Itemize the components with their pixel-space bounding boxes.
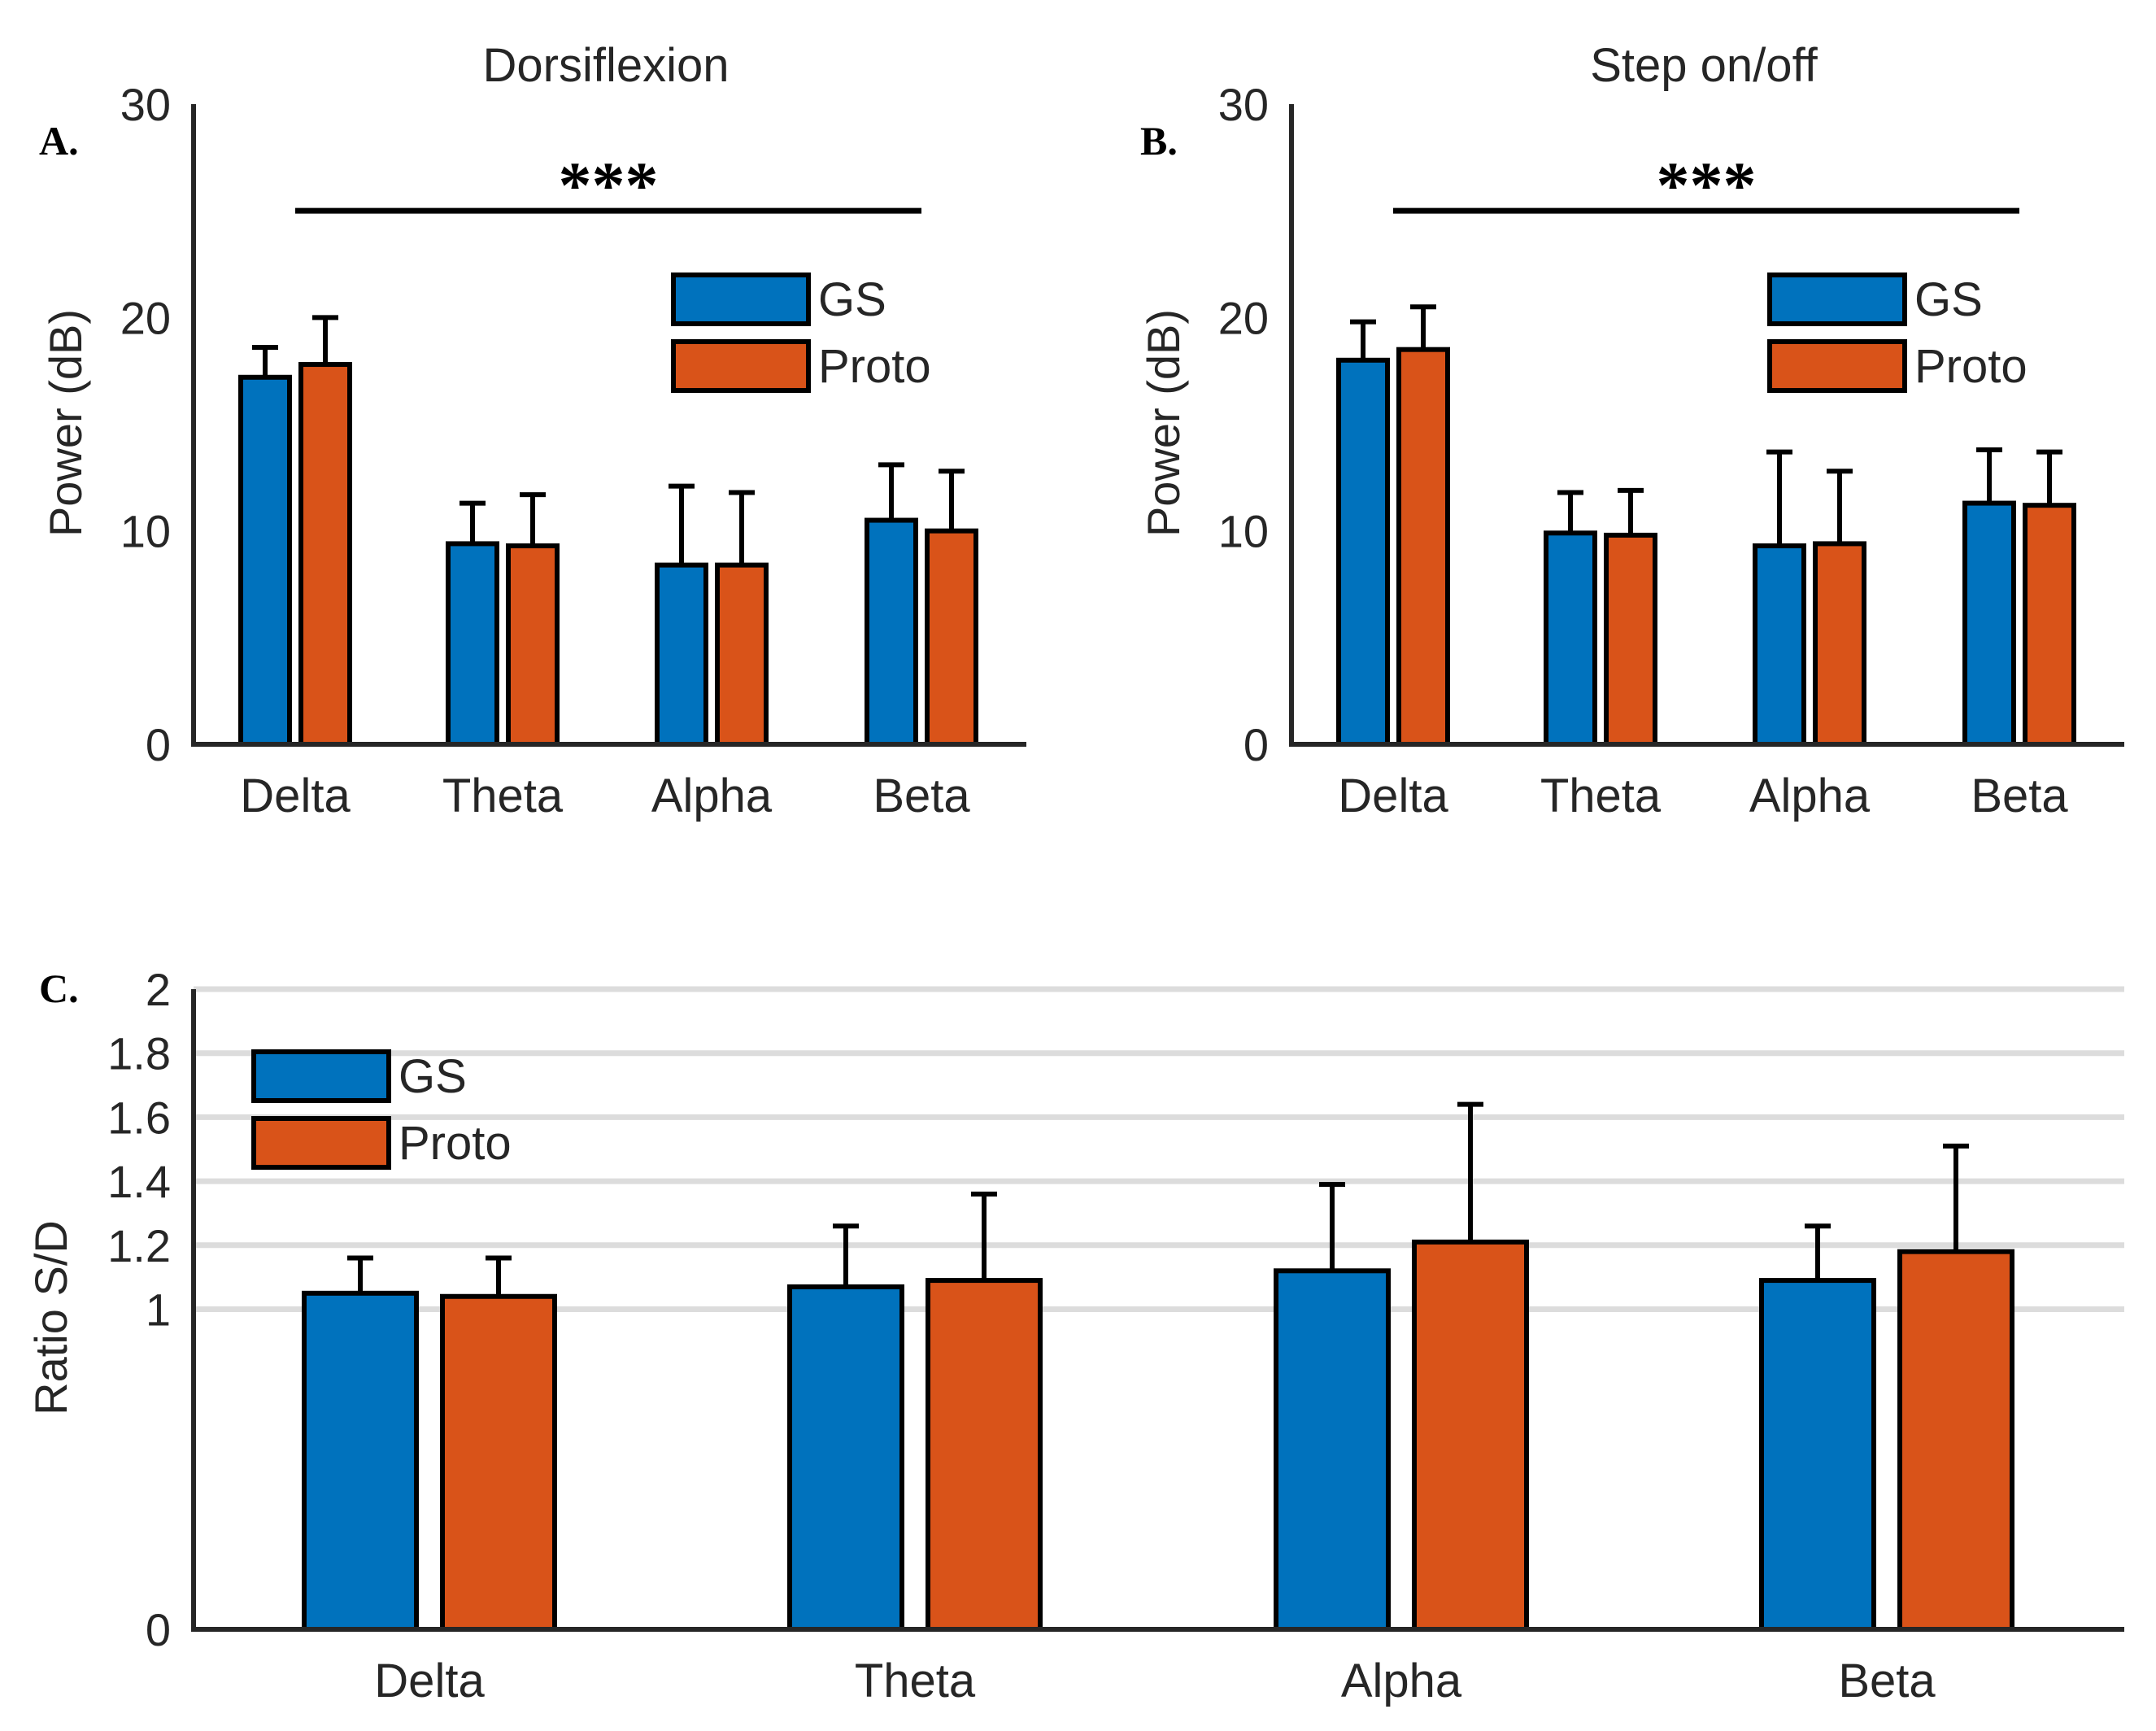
x-tick-label: Theta	[855, 1655, 976, 1707]
legend-swatch-gs	[1767, 273, 1907, 326]
legend-label-gs: GS	[399, 1050, 467, 1103]
x-tick-label: Delta	[1338, 770, 1448, 822]
y-tick-label: 10	[1218, 506, 1269, 557]
significance-marker: ***	[559, 148, 659, 222]
panel-c-ylabel: Ratio S/D	[25, 1220, 76, 1415]
y-tick-label: 0	[1244, 719, 1269, 770]
x-tick-label: Alpha	[651, 770, 773, 822]
bar-gs-beta	[1962, 500, 2016, 748]
y-tick-label: 2	[146, 964, 171, 1015]
bar-gs-alpha	[1753, 543, 1806, 748]
x-tick-label: Alpha	[1341, 1655, 1462, 1707]
legend-swatch-proto	[251, 1116, 391, 1170]
y-tick-label: 1.6	[107, 1092, 171, 1143]
legend-swatch-proto	[1767, 339, 1907, 393]
x-tick-label: Theta	[1540, 770, 1662, 822]
y-tick-label: 1	[146, 1284, 171, 1336]
bar-gs-delta	[1336, 357, 1390, 747]
x-tick-label: Alpha	[1749, 770, 1871, 822]
panel-a-title: Dorsiflexion	[483, 39, 730, 92]
x-tick-label: Theta	[442, 770, 564, 822]
panel-c-label: C.	[39, 966, 79, 1011]
panel-b-title: Step on/off	[1590, 39, 1818, 92]
y-tick-label: 0	[146, 719, 171, 770]
legend-swatch-proto	[671, 339, 811, 393]
y-tick-label: 1.8	[107, 1028, 171, 1079]
bar-gs-alpha	[1274, 1268, 1391, 1633]
significance-marker: ***	[1657, 148, 1757, 222]
bar-proto-alpha	[1813, 541, 1866, 748]
bar-gs-delta	[238, 374, 292, 747]
legend-label-proto: Proto	[399, 1117, 512, 1170]
bar-gs-delta	[302, 1290, 419, 1632]
x-tick-label: Delta	[240, 770, 351, 822]
y-tick-label: 20	[120, 292, 171, 343]
y-tick-label: 20	[1218, 292, 1269, 343]
bar-gs-theta	[1544, 530, 1597, 747]
y-tick-label: 0	[146, 1604, 171, 1655]
bar-proto-beta	[925, 528, 978, 748]
bar-gs-alpha	[655, 562, 708, 748]
y-tick-label: 10	[120, 506, 171, 557]
bar-proto-theta	[506, 543, 560, 748]
legend-swatch-gs	[671, 273, 811, 326]
y-tick-label: 30	[120, 79, 171, 130]
bar-proto-delta	[1396, 347, 1450, 747]
x-tick-label: Beta	[1838, 1655, 1936, 1707]
y-tick-label: 1.4	[107, 1156, 171, 1207]
panel-a: A. Dorsiflexion Power (dB) 0 10 20 30 Delta T…	[39, 39, 1026, 822]
bar-gs-beta	[1759, 1278, 1876, 1632]
legend-label-gs: GS	[818, 273, 886, 326]
panel-a-ylabel: Power (dB)	[40, 309, 91, 537]
panel-b-label: B.	[1140, 118, 1178, 164]
x-tick-label: Beta	[873, 770, 970, 822]
y-tick-label: 1.2	[107, 1220, 171, 1271]
x-tick-label: Beta	[1971, 770, 2068, 822]
panel-b-ylabel: Power (dB)	[1138, 309, 1189, 537]
bar-proto-beta	[1897, 1249, 2014, 1633]
legend-label-gs: GS	[1914, 273, 1983, 326]
bar-gs-theta	[446, 541, 499, 748]
panel-a-label: A.	[39, 118, 79, 164]
bar-proto-delta	[440, 1293, 557, 1632]
bar-proto-beta	[2023, 503, 2076, 747]
bar-proto-theta	[1604, 532, 1657, 747]
bar-gs-theta	[787, 1284, 904, 1632]
y-tick-label: 30	[1218, 79, 1269, 130]
panel-c: C. Ratio S/D 0 1 1.2 1.4 1.6 1.8 2 Delta Theta Al…	[25, 964, 2124, 1707]
legend-label-proto: Proto	[1914, 340, 2028, 393]
legend-swatch-gs	[251, 1049, 391, 1103]
bar-proto-delta	[298, 362, 352, 747]
x-tick-label: Delta	[374, 1655, 485, 1707]
legend-label-proto: Proto	[818, 340, 931, 393]
bar-proto-alpha	[715, 562, 769, 748]
bar-gs-beta	[865, 517, 918, 747]
panel-b: B. Step on/off Power (dB) 0 10 20 30 Delta Th…	[1138, 39, 2124, 822]
bar-proto-alpha	[1412, 1239, 1529, 1632]
bar-proto-theta	[926, 1278, 1043, 1632]
